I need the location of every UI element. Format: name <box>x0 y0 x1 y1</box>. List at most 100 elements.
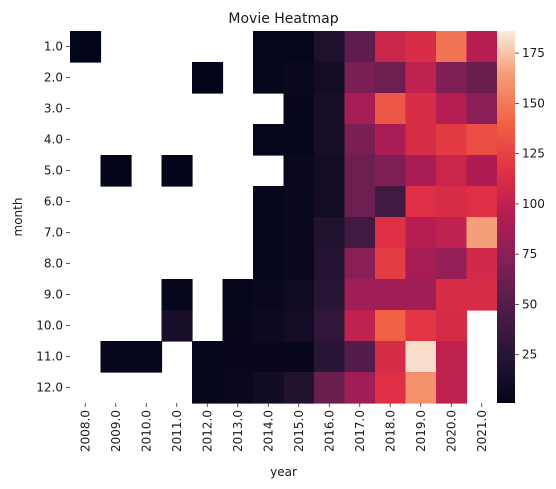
heatmap-cell <box>253 279 285 311</box>
y-axis-label: month <box>11 198 25 237</box>
heatmap-cell <box>253 31 285 63</box>
heatmap-cell <box>466 248 498 280</box>
heatmap-cell <box>436 62 468 94</box>
heatmap-cell <box>253 217 285 249</box>
heatmap-cell <box>222 341 254 373</box>
y-tick-label: 10.0 <box>36 319 63 333</box>
heatmap-cell <box>314 372 346 404</box>
heatmap-cell <box>283 155 315 187</box>
x-tick-label: 2015.0 <box>292 410 306 452</box>
heatmap-cell <box>253 186 285 218</box>
heatmap-cell <box>375 310 407 342</box>
heatmap-cell <box>344 124 376 156</box>
heatmap-cell <box>405 155 437 187</box>
heatmap-cell <box>344 248 376 280</box>
heatmap-cell <box>161 310 193 342</box>
heatmap-cell <box>314 31 346 63</box>
heatmap-cell <box>375 31 407 63</box>
y-tick-label: 3.0 <box>44 102 63 116</box>
heatmap-cell <box>131 341 163 373</box>
heatmap-cell <box>283 279 315 311</box>
x-tick-label: 2010.0 <box>139 410 153 452</box>
heatmap-cell <box>222 310 254 342</box>
y-tick-label: 9.0 <box>44 288 63 302</box>
heatmap-cell <box>314 279 346 311</box>
heatmap-cells <box>70 31 498 404</box>
heatmap-cell <box>405 341 437 373</box>
colorbar-tick-label: 75 <box>522 247 537 261</box>
heatmap-cell <box>466 217 498 249</box>
heatmap-cell <box>283 217 315 249</box>
heatmap-cell <box>253 310 285 342</box>
x-tick-label: 2016.0 <box>322 410 336 452</box>
heatmap-cell <box>436 310 468 342</box>
x-tick-label: 2017.0 <box>353 410 367 452</box>
heatmap-cell <box>436 93 468 125</box>
heatmap-cell <box>375 279 407 311</box>
heatmap-cell <box>405 372 437 404</box>
heatmap-cell <box>436 186 468 218</box>
heatmap-cell <box>436 31 468 63</box>
heatmap-cell <box>405 248 437 280</box>
heatmap-cell <box>405 93 437 125</box>
x-tick-label: 2018.0 <box>383 410 397 452</box>
heatmap-cell <box>314 155 346 187</box>
heatmap-cell <box>253 341 285 373</box>
heatmap-cell <box>375 186 407 218</box>
heatmap-cell <box>466 186 498 218</box>
heatmap-cell <box>405 31 437 63</box>
heatmap-cell <box>344 341 376 373</box>
heatmap-cell <box>344 217 376 249</box>
x-tick-label: 2013.0 <box>231 410 245 452</box>
heatmap-cell <box>192 341 224 373</box>
colorbar-tick-label: 50 <box>522 297 537 311</box>
heatmap-cell <box>192 62 224 94</box>
x-tick-label: 2020.0 <box>444 410 458 452</box>
heatmap-cell <box>344 62 376 94</box>
colorbar-tick-label: 125 <box>522 147 545 161</box>
heatmap-cell <box>192 372 224 404</box>
heatmap-cell <box>375 93 407 125</box>
heatmap-cell <box>222 279 254 311</box>
heatmap-cell <box>405 124 437 156</box>
y-axis-ticks: 1.0 2.0 3.0 4.0 5.0 6.0 7.0 8.0 9.0 10.0 11.0 12.0 <box>36 40 70 395</box>
heatmap-cell <box>466 31 498 63</box>
heatmap-cell <box>314 341 346 373</box>
colorbar-tick-label: 175 <box>522 46 545 60</box>
heatmap-cell <box>344 186 376 218</box>
heatmap-cell <box>436 341 468 373</box>
heatmap-cell <box>436 155 468 187</box>
x-tick-label: 2011.0 <box>170 410 184 452</box>
heatmap-cell <box>314 93 346 125</box>
x-axis-ticks: 2008.0 2009.0 2010.0 2011.0 2012.0 2013.0 2014… <box>78 403 489 452</box>
heatmap-cell <box>466 155 498 187</box>
heatmap-cell <box>436 279 468 311</box>
heatmap-cell <box>436 248 468 280</box>
y-tick-label: 1.0 <box>44 40 63 54</box>
heatmap-cell <box>344 93 376 125</box>
heatmap-cell <box>283 31 315 63</box>
heatmap-cell <box>314 217 346 249</box>
heatmap-cell <box>253 62 285 94</box>
heatmap-cell <box>283 186 315 218</box>
x-tick-label: 2014.0 <box>261 410 275 452</box>
colorbar-ticks: 25 50 75 100 125 150 175 <box>515 46 545 362</box>
heatmap-cell <box>253 372 285 404</box>
heatmap-cell <box>375 248 407 280</box>
heatmap-cell <box>436 124 468 156</box>
heatmap-cell <box>283 372 315 404</box>
heatmap-cell <box>466 62 498 94</box>
heatmap-cell <box>283 341 315 373</box>
heatmap-cell <box>405 279 437 311</box>
heatmap-cell <box>283 310 315 342</box>
heatmap-cell <box>375 341 407 373</box>
heatmap-cell <box>466 124 498 156</box>
y-tick-label: 8.0 <box>44 257 63 271</box>
heatmap-cell <box>314 310 346 342</box>
heatmap-cell <box>466 93 498 125</box>
y-tick-label: 2.0 <box>44 71 63 85</box>
x-axis-label: year <box>270 465 297 479</box>
x-tick-label: 2021.0 <box>475 410 489 452</box>
heatmap-cell <box>344 155 376 187</box>
heatmap-cell <box>100 155 132 187</box>
